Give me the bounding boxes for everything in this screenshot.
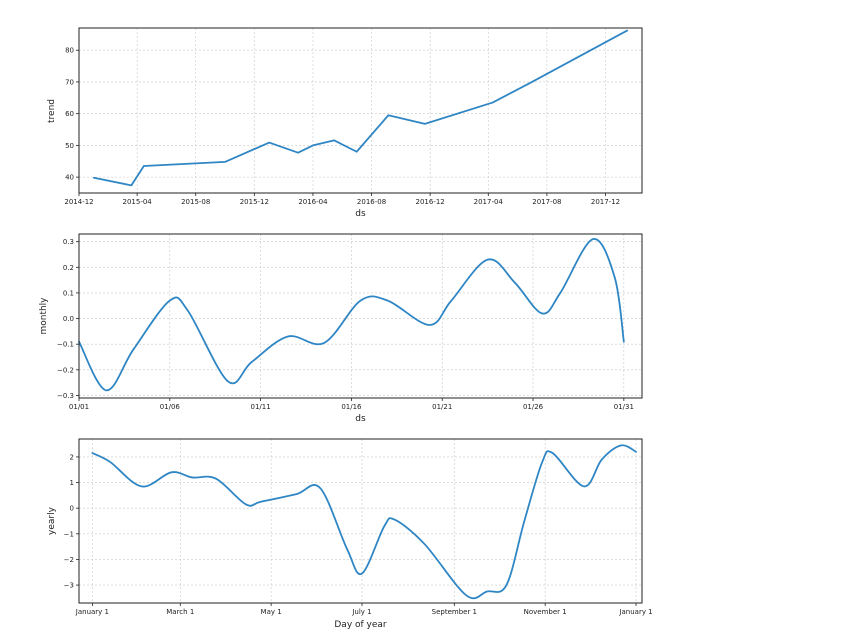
monthly-xaxis-label: ds (355, 414, 366, 424)
yearly-ytick-label: 2 (70, 453, 74, 461)
trend-xtick-label: 2016-08 (357, 198, 386, 206)
yearly-ytick-label: 0 (70, 505, 74, 513)
trend-panel: 2014-12 2015-04 2015-08 2015-12 2016-04 2016-… (47, 27, 643, 219)
trend-xtick-label: 2016-12 (416, 198, 445, 206)
trend-xtick-label: 2015-04 (123, 198, 153, 206)
yearly-xtick-label: January 1 (618, 608, 652, 616)
trend-xtick-label: 2015-12 (240, 198, 269, 206)
monthly-xtick-label: 01/21 (432, 403, 452, 411)
trend-ytick-label: 50 (65, 142, 74, 150)
monthly-ytick-label: 0.0 (63, 315, 74, 323)
yearly-ytick-label: −1 (64, 530, 74, 538)
trend-xtick-label: 2016-04 (298, 198, 328, 206)
yearly-axes-frame (78, 438, 643, 604)
trend-xtick-label: 2014-12 (64, 198, 93, 206)
monthly-axes-frame (78, 233, 643, 399)
yearly-xtick-label: November 1 (524, 608, 567, 616)
trend-xtick-label: 2015-08 (181, 198, 210, 206)
monthly-xtick-label: 01/31 (614, 403, 634, 411)
trend-xtick-label: 2017-12 (591, 198, 620, 206)
monthly-xtick-label: 01/26 (523, 403, 544, 411)
yearly-panel: January 1 March 1 May 1 July 1 September 1 No… (47, 438, 653, 630)
yearly-xtick-label: May 1 (261, 608, 282, 616)
monthly-xtick-label: 01/01 (69, 403, 89, 411)
yearly-ytick-label: 1 (70, 479, 74, 487)
yearly-xaxis-label: Day of year (334, 620, 387, 630)
monthly-ytick-label: −0.3 (57, 392, 74, 400)
monthly-ytick-label: 0.3 (63, 238, 74, 246)
trend-ytick-label: 70 (65, 78, 74, 86)
yearly-xtick-label: July 1 (351, 608, 371, 616)
trend-xtick-label: 2017-08 (532, 198, 561, 206)
monthly-ytick-label: 0.1 (63, 289, 74, 297)
monthly-xtick-label: 01/06 (160, 403, 181, 411)
trend-ytick-label: 80 (65, 47, 74, 55)
monthly-series-line (78, 238, 625, 392)
yearly-xtick-label: March 1 (166, 608, 194, 616)
trend-series-line (92, 29, 629, 187)
monthly-xtick-label: 01/11 (251, 403, 271, 411)
yearly-xtick-label: September 1 (432, 608, 477, 616)
monthly-xtick-label: 01/16 (341, 403, 362, 411)
trend-xtick-label: 2017-04 (474, 198, 504, 206)
yearly-ytick-label: −2 (64, 556, 74, 564)
yearly-yaxis-label: yearly (47, 506, 57, 535)
monthly-ytick-label: −0.1 (57, 341, 74, 349)
monthly-ytick-label: −0.2 (57, 366, 74, 374)
yearly-series-line (91, 444, 637, 600)
monthly-panel: 01/01 01/06 01/11 01/16 01/21 01/26 01/31 −0.3 −… (39, 233, 643, 424)
yearly-xtick-label: January 1 (75, 608, 109, 616)
trend-yaxis-label: trend (47, 99, 57, 123)
trend-axes-frame (78, 27, 643, 194)
monthly-yaxis-label: monthly (39, 297, 49, 335)
trend-ytick-label: 60 (65, 110, 74, 118)
trend-ytick-label: 40 (65, 174, 74, 182)
monthly-ytick-label: 0.2 (63, 264, 74, 272)
trend-xaxis-label: ds (355, 209, 366, 219)
yearly-ytick-label: −3 (64, 582, 74, 590)
